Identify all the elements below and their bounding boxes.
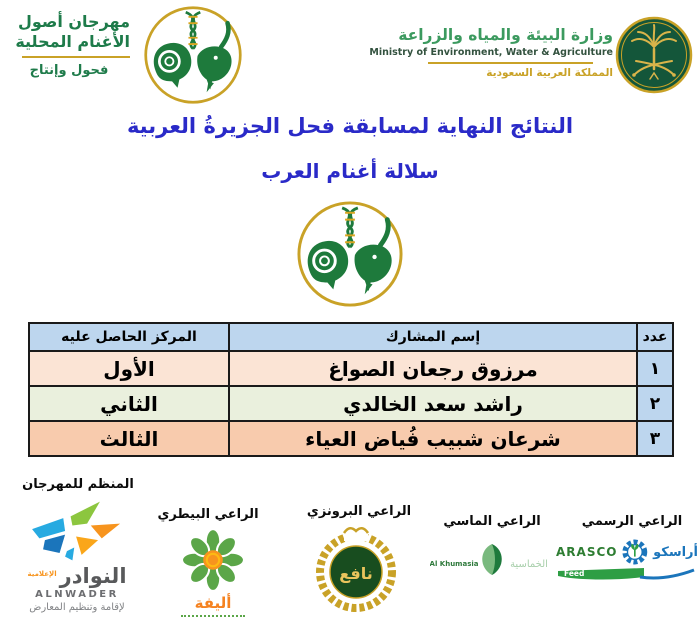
khumasia-leaf-icon: Al Khumasia الخماسية	[430, 544, 548, 575]
laurel-wreath-icon: نافع	[316, 527, 396, 612]
vet-sponsor-name: أليفة	[194, 594, 232, 612]
festival-wordmark: مهرجان أصول الأغنام المحلية فحول وإنتاج	[8, 12, 130, 78]
row3-participant: شرعان شبيب فُياض العياء	[228, 420, 638, 457]
flower-icon	[181, 528, 245, 592]
sponsor-role-diamond: الراعي الماسي	[443, 514, 541, 529]
table-row: ٢ راشد سعد الخالدي الثاني	[28, 385, 674, 422]
row3-number: ٣	[636, 420, 674, 457]
alnwader-name-arabic: النوادر	[59, 564, 127, 588]
table-header-row: عدد إسم المشارك المركز الحاصل عليه	[28, 322, 674, 352]
sponsor-role-official: الراعي الرسمي	[581, 514, 683, 529]
arasco-feed-ribbon: Feed	[558, 568, 695, 580]
alnwader-star-icon	[32, 501, 121, 561]
col-header-rank: المركز الحاصل عليه	[28, 322, 230, 352]
festival-title-line1: مهرجان أصول	[17, 12, 130, 31]
alnwader-badge: الإعلامية	[27, 570, 57, 578]
alnwader-logo: الإعلامية النوادر ALNWADER لإقامة وتنظيم…	[10, 498, 144, 613]
festival-logo-icon	[143, 5, 243, 105]
sponsor-role-veterinary: الراعي البيطري	[157, 507, 259, 522]
khumasia-logo: Al Khumasia الخماسية	[430, 541, 554, 587]
results-table: عدد إسم المشارك المركز الحاصل عليه ١ مرز…	[28, 322, 674, 457]
festival-title-line2: الأغنام المحلية	[15, 32, 130, 51]
col-header-count: عدد	[636, 322, 674, 352]
row3-rank: الثالث	[28, 420, 230, 457]
nafi-logo: نافع	[312, 525, 400, 617]
sponsor-role-bronze: الراعي البرونزي	[306, 504, 412, 519]
table-row: ٣ شرعان شبيب فُياض العياء الثالث	[28, 420, 674, 457]
arasco-name-english: ARASCO	[556, 545, 618, 559]
row2-number: ٢	[636, 385, 674, 422]
khumasia-name-arabic: الخماسية	[510, 559, 548, 570]
ministry-country: المملكة العربية السعودية	[486, 67, 613, 79]
gold-divider	[22, 56, 130, 58]
title-line1: النتائج النهاية لمسابقة فحل الجزيرةُ الع…	[126, 114, 574, 138]
ministry-name-arabic: وزارة البيئة والمياه والزراعة	[398, 26, 613, 44]
vet-sponsor-logo: أليفة	[168, 528, 258, 617]
vet-sponsor-tagline-line	[181, 615, 245, 617]
nafi-name-arabic: نافع	[339, 564, 372, 583]
alnwader-tagline: لإقامة وتنظيم المعارض	[29, 602, 125, 613]
arasco-logo: ARASCO أراسكو Feed	[556, 537, 698, 591]
gear-plant-icon	[622, 539, 648, 565]
title-line2: سلالة أغنام العرب	[261, 159, 439, 183]
page-title: النتائج النهاية لمسابقة فحل الجزيرةُ الع…	[0, 114, 700, 183]
arasco-feed-label: Feed	[564, 569, 584, 578]
row1-number: ١	[636, 350, 674, 387]
row2-rank: الثاني	[28, 385, 230, 422]
table-row: ١ مرزوق رجعان الصواغ الأول	[28, 350, 674, 387]
sponsor-role-organizer: المنظم للمهرجان	[22, 477, 134, 492]
row2-participant: راشد سعد الخالدي	[228, 385, 638, 422]
ministry-name-english: Ministry of Environment, Water & Agricul…	[369, 47, 613, 58]
saudi-emblem-icon	[615, 16, 693, 94]
arasco-name-arabic: أراسكو	[653, 544, 698, 560]
festival-logo-center-icon	[296, 200, 404, 308]
festival-tagline: فحول وإنتاج	[29, 63, 109, 78]
row1-participant: مرزوق رجعان الصواغ	[228, 350, 638, 387]
col-header-participant: إسم المشارك	[228, 322, 638, 352]
ministry-wordmark: وزارة البيئة والمياه والزراعة Ministry o…	[365, 26, 613, 79]
row1-rank: الأول	[28, 350, 230, 387]
alnwader-name-english: ALNWADER	[35, 589, 119, 600]
gold-divider	[428, 62, 593, 64]
khumasia-name-english: Al Khumasia	[430, 560, 479, 568]
